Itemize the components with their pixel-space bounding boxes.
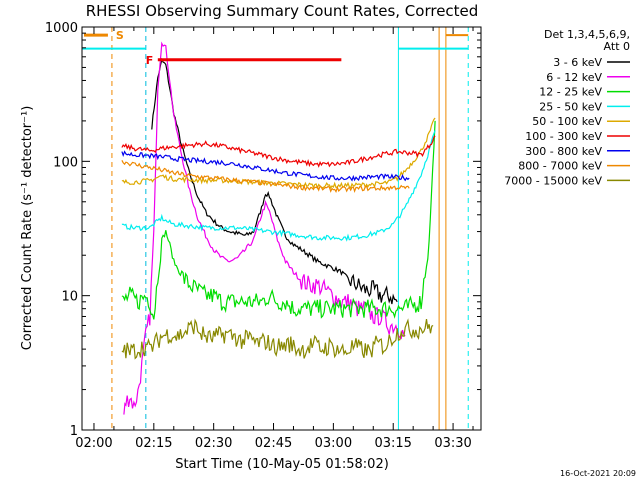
y-tick-label-3: 1000 [45, 21, 78, 36]
x-tick-label-1: 02:15 [135, 436, 172, 451]
legend-label-1: 6 - 12 keV [546, 71, 602, 84]
series-line-2 [121, 120, 436, 320]
series-line-6 [121, 150, 410, 182]
series-group [121, 41, 436, 415]
x-tick-label-6: 03:30 [434, 436, 471, 451]
legend-header-1: Att 0 [604, 40, 630, 53]
x-tick-label-0: 02:00 [75, 436, 112, 451]
legend-label-2: 12 - 25 keV [539, 86, 602, 99]
footer-timestamp: 16-Oct-2021 20:09 [560, 469, 636, 478]
axes: 02:00 02:15 02:30 02:45 03:00 03:15 03:30 1 10 10… [45, 21, 481, 451]
x-tick-label-2: 02:30 [195, 436, 232, 451]
vertical-markers [111, 27, 469, 430]
annotation-label-0: S [116, 29, 124, 42]
legend-label-7: 800 - 7000 keV [518, 160, 602, 173]
series-line-0 [151, 57, 398, 305]
x-tick-label-3: 02:45 [255, 436, 292, 451]
saa-bars [82, 34, 469, 50]
series-line-4 [121, 117, 436, 190]
y-tick-label-1: 10 [61, 290, 78, 305]
chart-title: RHESSI Observing Summary Count Rates, Co… [86, 2, 479, 20]
series-line-3 [121, 130, 436, 242]
series-line-7 [121, 160, 410, 194]
x-axis-label: Start Time (10-May-05 01:58:02) [175, 457, 389, 472]
series-line-5 [121, 135, 436, 168]
legend-label-6: 300 - 800 keV [525, 145, 602, 158]
y-tick-label-2: 100 [53, 155, 78, 170]
y-axis-label: Corrected Count Rate (s⁻¹ detector⁻¹) [20, 106, 35, 351]
plot-frame [81, 26, 482, 431]
legend: Det 1,3,4,5,6,9,Att 03 - 6 keV 6 - 12 keV… [504, 28, 630, 187]
legend-label-5: 100 - 300 keV [525, 130, 602, 143]
legend-label-8: 7000 - 15000 keV [504, 174, 602, 187]
legend-label-3: 25 - 50 keV [539, 100, 602, 113]
x-tick-label-5: 03:15 [374, 436, 411, 451]
annotations: SF [83, 29, 342, 67]
y-tick-label-0: 1 [70, 424, 78, 439]
legend-label-0: 3 - 6 keV [553, 56, 602, 69]
annotation-label-1: F [146, 54, 154, 67]
series-line-8 [121, 318, 434, 360]
series-line-1 [123, 41, 406, 415]
x-tick-label-4: 03:00 [315, 436, 352, 451]
legend-header-0: Det 1,3,4,5,6,9, [544, 28, 630, 41]
legend-label-4: 50 - 100 keV [532, 115, 602, 128]
